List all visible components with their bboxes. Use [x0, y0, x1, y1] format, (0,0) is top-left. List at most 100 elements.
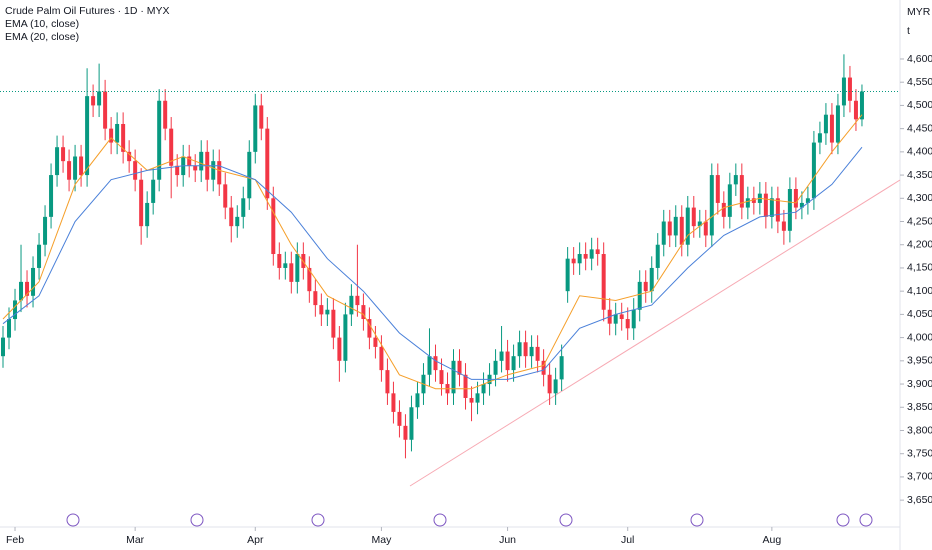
- candle-body: [355, 295, 360, 306]
- candle-body: [277, 254, 282, 268]
- candle-body: [61, 147, 66, 162]
- candle-body: [7, 319, 12, 338]
- candle-body: [43, 216, 48, 245]
- candle-body: [67, 161, 72, 180]
- candle-body: [19, 281, 24, 301]
- candle-body: [343, 314, 348, 361]
- candle-body: [667, 221, 672, 236]
- candle-body: [193, 165, 198, 171]
- y-tick-label: 3,850: [907, 401, 932, 413]
- x-tick-label: Jun: [499, 534, 516, 546]
- y-tick-label: 4,250: [907, 215, 932, 227]
- candle-body: [637, 281, 642, 310]
- candle-body: [85, 96, 90, 176]
- candle-body: [535, 346, 540, 361]
- candle-body: [703, 221, 708, 236]
- candle-body: [469, 397, 474, 403]
- event-icon[interactable]: [190, 513, 204, 527]
- y-tick-label: 3,900: [907, 378, 932, 390]
- event-icon[interactable]: [66, 513, 80, 527]
- candle-body: [451, 360, 456, 394]
- candle-body: [523, 342, 528, 357]
- y-tick-label: 4,300: [907, 192, 932, 204]
- candle-body: [385, 370, 390, 394]
- candle-body: [55, 147, 60, 176]
- unit-label: t: [907, 25, 910, 37]
- candle-body: [223, 184, 228, 208]
- y-tick-label: 3,750: [907, 447, 932, 459]
- candle-body: [13, 300, 18, 320]
- candle-body: [805, 198, 810, 203]
- candle-body: [565, 258, 570, 292]
- candle-body: [319, 305, 324, 315]
- event-icon[interactable]: [433, 513, 447, 527]
- candle-body: [307, 267, 312, 292]
- trend-line: [409, 179, 901, 487]
- candle-body: [859, 91, 864, 120]
- candle-body: [397, 411, 402, 426]
- candle-body: [463, 374, 468, 398]
- y-tick-label: 4,350: [907, 169, 932, 181]
- candle-body: [295, 254, 300, 282]
- candle-body: [211, 161, 216, 180]
- candle-body: [811, 142, 816, 199]
- candle-body: [775, 198, 780, 222]
- candle-body: [1, 337, 6, 357]
- candle-body: [655, 244, 660, 268]
- y-tick-label: 4,450: [907, 122, 932, 134]
- y-tick-label: 4,100: [907, 285, 932, 297]
- candle-body: [595, 249, 600, 255]
- x-tick-label: Feb: [6, 534, 24, 546]
- candle-body: [427, 356, 432, 375]
- event-icon[interactable]: [859, 513, 873, 527]
- legend-entry: EMA (10, close): [5, 18, 79, 30]
- candle-body: [577, 254, 582, 264]
- candle-body: [631, 309, 636, 329]
- y-tick-label: 4,050: [907, 308, 932, 320]
- candle-body: [745, 198, 750, 208]
- candle-body: [553, 379, 558, 394]
- candle-body: [127, 151, 132, 162]
- y-tick-label: 3,800: [907, 424, 932, 436]
- candle-body: [247, 151, 252, 199]
- candle-body: [649, 267, 654, 292]
- candle-body: [373, 337, 378, 347]
- candle-body: [499, 351, 504, 361]
- candle-body: [133, 161, 138, 180]
- candle-body: [457, 360, 462, 375]
- candle-body: [367, 319, 372, 338]
- candle-body: [517, 342, 522, 357]
- candle-body: [433, 356, 438, 371]
- y-tick-label: 3,650: [907, 494, 932, 506]
- candle-body: [235, 216, 240, 227]
- candle-body: [145, 202, 150, 227]
- y-tick-label: 4,200: [907, 239, 932, 251]
- candle-body: [157, 100, 162, 180]
- candle-body: [529, 346, 534, 357]
- event-icon[interactable]: [836, 513, 850, 527]
- candle-body: [121, 123, 126, 152]
- candle-body: [751, 198, 756, 203]
- currency-label: MYR: [907, 6, 931, 18]
- candle-body: [601, 254, 606, 310]
- candle-body: [613, 314, 618, 324]
- y-tick-label: 4,600: [907, 53, 932, 65]
- event-icon[interactable]: [690, 513, 704, 527]
- candle-body: [169, 128, 174, 166]
- candle-body: [475, 393, 480, 403]
- candle-body: [547, 374, 552, 394]
- event-icon[interactable]: [559, 513, 573, 527]
- event-icon[interactable]: [311, 513, 325, 527]
- candle-body: [787, 189, 792, 231]
- x-tick-label: May: [372, 534, 393, 546]
- candle-body: [241, 198, 246, 217]
- candle-body: [331, 309, 336, 338]
- candle-body: [709, 175, 714, 236]
- candle-body: [175, 165, 180, 176]
- candle-body: [505, 351, 510, 371]
- candle-body: [715, 175, 720, 203]
- candle-body: [829, 114, 834, 143]
- candle-body: [415, 393, 420, 408]
